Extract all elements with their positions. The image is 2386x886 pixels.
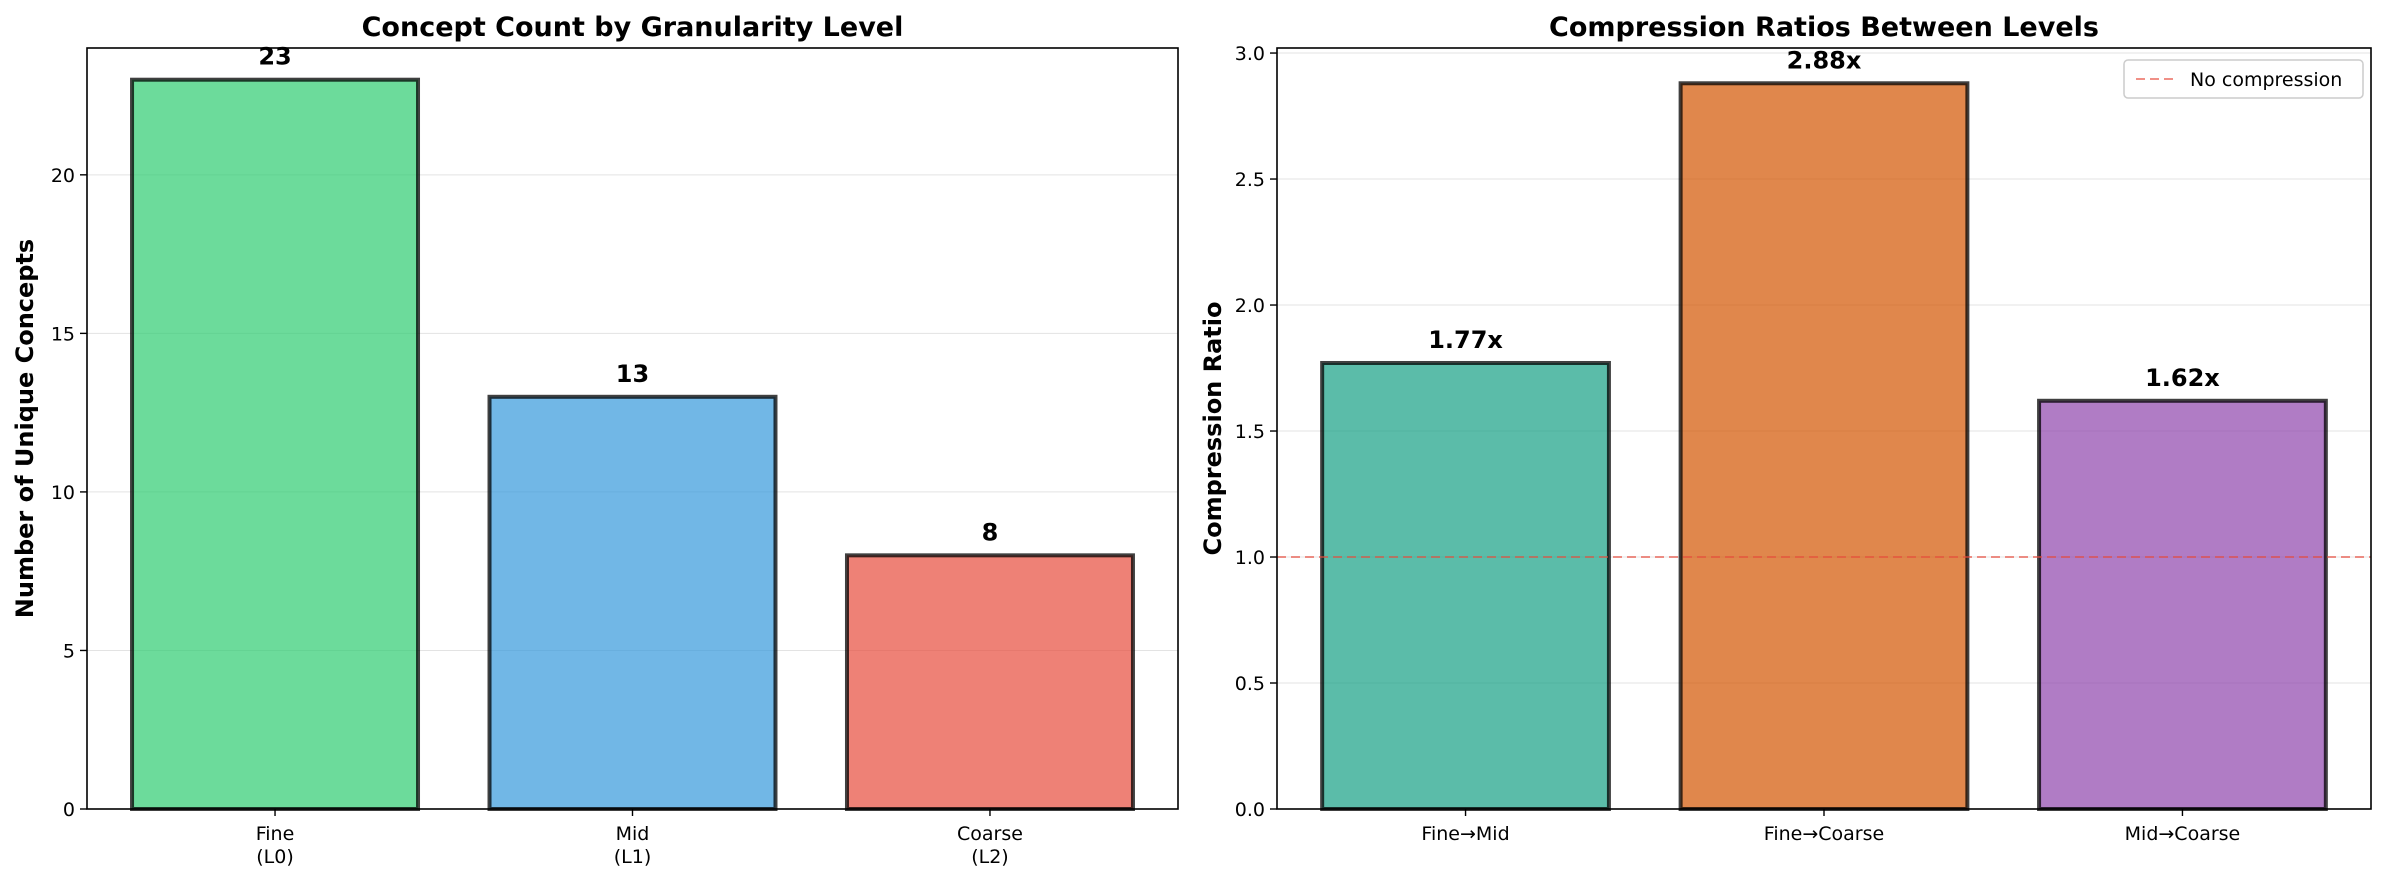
bars	[1320, 81, 2328, 812]
y-axis-label: Compression Ratio	[1199, 302, 1227, 556]
data-labels: 1.77x 2.88x 1.62x	[1428, 46, 2220, 392]
bar-coarse-l2	[844, 553, 1135, 811]
x-tick-label: Fine→Mid	[1421, 823, 1509, 845]
y-axis-ticks: 0 5 10 15 20	[51, 165, 87, 821]
bars	[130, 77, 1135, 812]
bar-fine-l0	[130, 77, 421, 812]
bar-fine-coarse	[1678, 81, 1970, 812]
y-tick-label: 15	[51, 323, 75, 345]
chart-title: Compression Ratios Between Levels	[1549, 12, 2099, 43]
bar-mid-l1	[487, 394, 778, 811]
data-labels: 23 13 8	[258, 43, 998, 547]
x-tick-label: Mid (L1)	[614, 823, 652, 868]
y-tick-label: 0.0	[1235, 799, 1265, 821]
y-axis-ticks: 0.0 0.5 1.0 1.5 2.0 2.5 3.0	[1235, 43, 1277, 821]
y-tick-label: 10	[51, 482, 75, 504]
y-tick-label: 0.5	[1235, 673, 1265, 695]
x-tick-label-line: (L2)	[971, 846, 1009, 868]
x-tick-label-line: Fine	[256, 823, 295, 845]
x-tick-label-line: Mid	[616, 823, 650, 845]
data-label: 8	[982, 518, 999, 546]
y-tick-label: 0	[63, 799, 75, 821]
x-axis-ticks: Fine→Mid Fine→Coarse Mid→Coarse	[1421, 809, 2240, 845]
x-tick-label-line: Fine→Mid	[1421, 823, 1509, 845]
x-tick-label-line: Fine→Coarse	[1764, 823, 1884, 845]
data-label: 23	[258, 43, 291, 71]
y-tick-label: 2.0	[1235, 295, 1265, 317]
legend-box	[2123, 59, 2364, 99]
x-tick-label-line: Coarse	[957, 823, 1023, 845]
x-axis-ticks: Fine (L0) Mid (L1) Coarse (L2)	[256, 809, 1023, 868]
legend: No compression	[2123, 59, 2364, 99]
data-label: 2.88x	[1787, 46, 1862, 74]
data-label: 13	[616, 360, 649, 388]
bar-fine-mid	[1320, 360, 1611, 811]
y-tick-label: 5	[63, 640, 75, 662]
y-tick-label: 2.5	[1235, 169, 1265, 191]
legend-entry-no-compression: No compression	[2190, 69, 2342, 91]
x-tick-label-line: (L1)	[614, 846, 652, 868]
y-tick-label: 3.0	[1235, 43, 1265, 65]
bar-mid-coarse	[2037, 398, 2328, 811]
chart-title: Concept Count by Granularity Level	[362, 12, 904, 43]
y-tick-label: 20	[51, 165, 75, 187]
concept-count-chart: 0 5 10 15 20 Fine (L0) Mid (L1) Coarse (L2) 23 13 8…	[11, 12, 1179, 868]
y-tick-label: 1.5	[1235, 421, 1265, 443]
y-tick-label: 1.0	[1235, 547, 1265, 569]
x-tick-label: Fine (L0)	[256, 823, 295, 868]
x-tick-label-line: (L0)	[256, 846, 294, 868]
x-tick-label: Fine→Coarse	[1764, 823, 1884, 845]
compression-ratio-chart: 0.0 0.5 1.0 1.5 2.0 2.5 3.0 Fine→Mid Fine→Coars…	[1199, 12, 2372, 845]
data-label: 1.77x	[1428, 326, 1503, 354]
x-tick-label-line: Mid→Coarse	[2125, 823, 2241, 845]
x-tick-label: Mid→Coarse	[2125, 823, 2241, 845]
data-label: 1.62x	[2145, 364, 2220, 392]
x-tick-label: Coarse (L2)	[957, 823, 1023, 868]
y-axis-label: Number of Unique Concepts	[11, 239, 39, 618]
